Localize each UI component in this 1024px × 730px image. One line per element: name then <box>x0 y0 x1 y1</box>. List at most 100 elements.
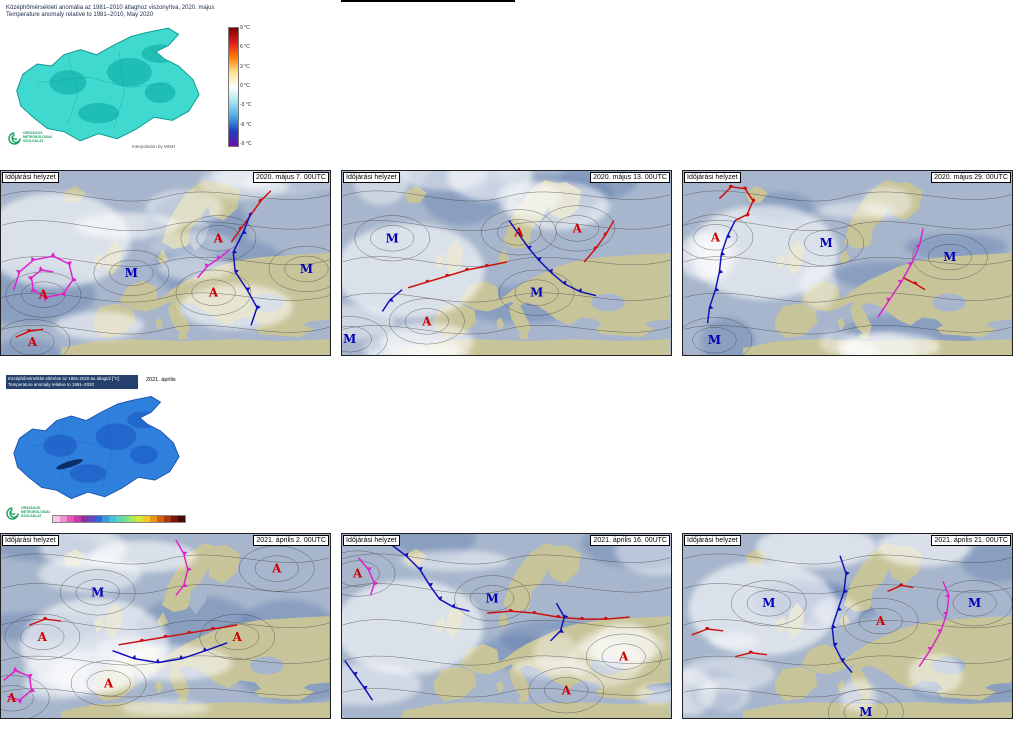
temperature-colorbar <box>52 515 186 523</box>
map-title-en: Temperature anomaly relative to 1991–202… <box>8 382 94 387</box>
synoptic-map-image: M M A M <box>683 534 1012 718</box>
map-type-label: Időjárási helyzet <box>2 172 59 183</box>
black-sea <box>250 656 284 675</box>
isobar-contours <box>342 550 671 714</box>
anomaly-patches <box>32 411 161 488</box>
map-title-hu: Középhőmérséklet eltérése az 1991-2020-a… <box>8 376 120 381</box>
pressure-centre-A: A <box>208 286 219 300</box>
map-title-en: Temperature anomaly relative to 1981–201… <box>6 12 154 18</box>
colorbar-tick-label: 0 °C <box>240 82 250 89</box>
map-date-label: 2021. április 2. 00UTC <box>253 535 329 546</box>
pressure-centre-A: A <box>103 676 114 690</box>
pressure-centre-M: M <box>859 705 872 718</box>
met-logo-icon <box>6 507 19 520</box>
hungary-anomaly-map-2020: Középhőmérsékleti anomália az 1981–2010 … <box>4 4 256 168</box>
colorbar-segment <box>171 516 179 522</box>
synoptic-map: A M M M Időjárási helyzet 2020. május 29. 00U… <box>682 170 1013 356</box>
temperature-colorbar: 9 °C 6 °C 3 °C 0 °C -3 °C -6 °C -9 °C <box>228 25 262 147</box>
map-date-label: 2020. május 7. 00UTC <box>252 172 329 183</box>
pressure-centre-A: A <box>38 288 49 302</box>
pressure-centre-A: A <box>232 630 243 644</box>
map-type-label: Időjárási helyzet <box>343 172 400 183</box>
synoptic-map-image: A M A A <box>342 534 671 718</box>
colorbar-segment <box>143 516 151 522</box>
colorbar-segment <box>150 516 158 522</box>
pressure-centre-A: A <box>710 230 721 244</box>
colorbar-segment <box>178 516 186 522</box>
pressure-centre-M: M <box>91 585 104 599</box>
colorbar-tick-label: -3 °C <box>240 102 252 109</box>
pressure-centre-A: A <box>37 630 48 644</box>
black-sea <box>591 293 625 312</box>
map-title-hu: Középhőmérsékleti anomália az 1981–2010 … <box>6 5 215 11</box>
pressure-centre-M: M <box>386 231 399 245</box>
pressure-centre-A: A <box>352 567 363 581</box>
colorbar-segment <box>108 516 116 522</box>
synoptic-map-image: M A A A A A <box>1 534 330 718</box>
hungary-outline <box>16 27 200 142</box>
interpolation-note: Interpolation by MISH <box>132 144 176 149</box>
map-title-block: Középhőmérsékleti anomália az 1981–2010 … <box>6 5 214 19</box>
colorbar-segment <box>73 516 81 522</box>
pressure-centre-A: A <box>618 650 629 664</box>
pressure-centre-M: M <box>125 266 138 280</box>
met-logo-text: ORSZÁGOS METEOROLÓGIAI SZOLGÁLAT <box>21 506 50 518</box>
map-type-label: Időjárási helyzet <box>684 535 741 546</box>
map-date-label: 2021. április 16. 00UTC <box>590 535 670 546</box>
pressure-centre-M: M <box>708 333 721 347</box>
colorbar-segment <box>87 516 95 522</box>
colorbar-segment <box>122 516 130 522</box>
colorbar-segment <box>94 516 102 522</box>
map-date-label: 2021. április 21. 00UTC <box>931 535 1011 546</box>
map-type-label: Időjárási helyzet <box>684 172 741 183</box>
colorbar-segment <box>101 516 109 522</box>
pressure-centre-A: A <box>561 683 572 697</box>
black-sea <box>932 293 966 312</box>
pressure-centre-M: M <box>968 596 981 610</box>
pressure-centre-A: A <box>572 221 583 235</box>
lake-balaton <box>56 459 83 470</box>
map-date-label: 2020. május 29. 00UTC <box>931 172 1011 183</box>
colorbar-tick-label: 9 °C <box>240 25 250 31</box>
weather-fronts <box>706 184 926 324</box>
pressure-centre-M: M <box>486 591 499 605</box>
pressure-centre-M: M <box>343 332 356 346</box>
synoptic-map: M M A M Időjárási helyzet 2021. április 21. 0… <box>682 533 1013 719</box>
colorbar-segment <box>157 516 165 522</box>
synoptic-map-image: M A A M A M <box>342 171 671 355</box>
isobar-contours <box>342 190 671 355</box>
pressure-centre-M: M <box>300 262 313 276</box>
met-logo-icon <box>8 132 21 145</box>
colorbar-segment <box>129 516 137 522</box>
hungary-anomaly-map-2021: Középhőmérséklet eltérése az 1991-2020-a… <box>4 373 212 527</box>
table-border-line <box>341 0 515 2</box>
weather-fronts <box>3 539 238 705</box>
colorbar-tick-label: -9 °C <box>240 140 252 147</box>
map-type-label: Időjárási helyzet <box>2 535 59 546</box>
synoptic-map: M A A M A M Időjárási helyzet 2020. május 13. 0… <box>341 170 672 356</box>
pressure-centre-M: M <box>530 286 543 300</box>
colorbar-segment <box>164 516 172 522</box>
colorbar-segment <box>66 516 74 522</box>
pressure-centre-M: M <box>820 236 833 250</box>
cloud-layer <box>20 534 233 716</box>
pressure-centre-A: A <box>6 691 17 705</box>
cloud-layer <box>683 534 971 716</box>
colorbar-segment <box>53 516 60 522</box>
pressure-centre-M: M <box>762 596 775 610</box>
colorbar-segment <box>59 516 67 522</box>
synoptic-map-image: A M M M <box>683 171 1012 355</box>
pressure-centre-A: A <box>875 614 886 628</box>
pressure-centre-A: A <box>213 231 224 245</box>
map-date-label: 2020. május 13. 00UTC <box>590 172 670 183</box>
colorbar-segment <box>136 516 144 522</box>
pressure-centre-M: M <box>943 250 956 264</box>
colorbar-tick-label: 6 °C <box>240 44 250 51</box>
synoptic-map: A M A A M A Időjárási helyzet 2020. május 7. 00… <box>0 170 331 356</box>
weather-fronts <box>691 555 950 673</box>
weather-fronts <box>381 220 615 312</box>
hungary-map-image <box>16 27 200 142</box>
weather-fronts <box>344 543 630 701</box>
colorbar-segment <box>80 516 88 522</box>
